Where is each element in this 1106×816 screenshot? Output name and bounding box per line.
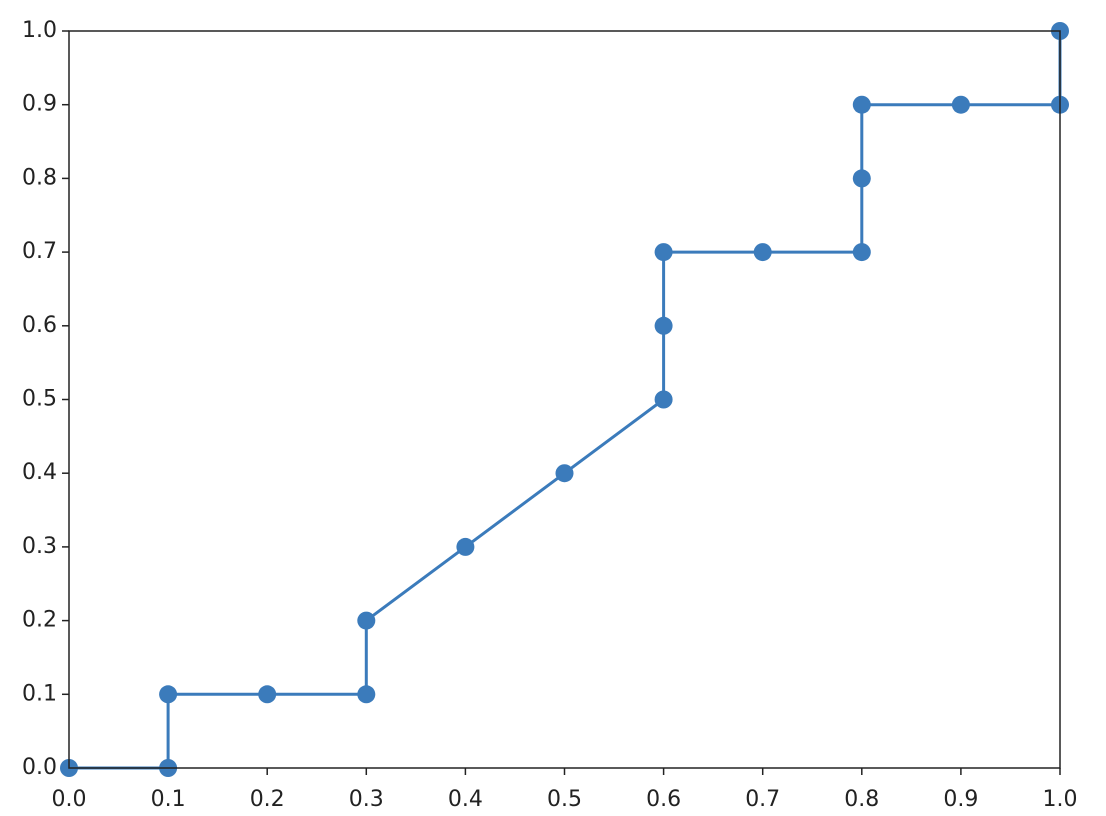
marker [654,390,673,409]
y-tick-label: 0.8 [22,165,57,190]
marker [456,537,475,556]
y-tick-label: 0.9 [22,92,57,117]
marker [654,316,673,335]
x-tick-label: 0.4 [448,787,483,812]
x-tick-label: 1.0 [1043,787,1078,812]
x-tick-label: 0.3 [349,787,384,812]
x-tick-label: 0.5 [547,787,582,812]
y-tick-label: 0.1 [22,681,57,706]
marker [753,243,772,262]
marker [852,243,871,262]
y-tick-label: 0.6 [22,313,57,338]
y-tick-label: 0.2 [22,608,57,633]
marker [852,95,871,114]
marker [159,685,178,704]
marker [357,685,376,704]
marker [555,464,574,483]
y-tick-label: 1.0 [22,18,57,43]
marker [852,169,871,188]
y-tick-label: 0.3 [22,534,57,559]
x-tick-label: 0.0 [52,787,87,812]
marker [654,243,673,262]
x-tick-label: 0.9 [943,787,978,812]
line [69,31,1062,770]
marker [951,95,970,114]
marker [357,611,376,630]
marker [258,685,277,704]
x-tick-label: 0.8 [844,787,879,812]
y-tick-label: 0.0 [22,755,57,780]
y-tick-label: 0.5 [22,387,57,412]
x-tick-label: 0.6 [646,787,681,812]
x-tick-label: 0.7 [745,787,780,812]
x-tick-label: 0.1 [151,787,186,812]
y-tick-label: 0.4 [22,460,57,485]
x-tick-label: 0.2 [250,787,285,812]
plot-frame [68,30,1061,769]
y-tick-label: 0.7 [22,239,57,264]
